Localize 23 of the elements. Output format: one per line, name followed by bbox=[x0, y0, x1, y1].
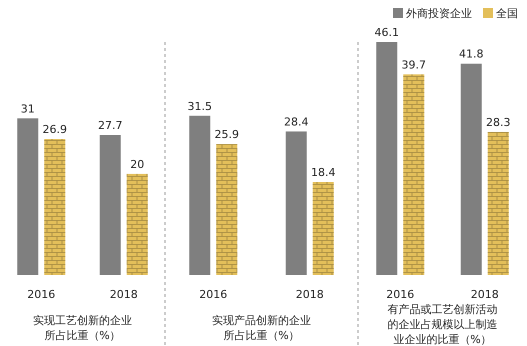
x-tick-label: 2016 bbox=[386, 288, 414, 301]
data-label: 31 bbox=[20, 102, 35, 116]
data-label: 26.9 bbox=[42, 123, 67, 136]
data-label: 31.5 bbox=[188, 100, 212, 113]
x-axis-title: 有产品或工艺创新活动的企业占规模以上制造业企业的比重（%） bbox=[386, 302, 498, 346]
data-label: 39.7 bbox=[402, 58, 426, 72]
x-tick-label: 2016 bbox=[27, 288, 56, 301]
data-label: 20 bbox=[130, 158, 144, 171]
data-label: 27.7 bbox=[98, 119, 122, 132]
data-label: 28.4 bbox=[284, 115, 308, 128]
data-label: 46.1 bbox=[374, 26, 399, 39]
x-tick-label: 2018 bbox=[110, 288, 138, 301]
x-tick-label: 2016 bbox=[199, 288, 228, 301]
x-axis-title: 实现工艺创新的企业所占比重（%） bbox=[32, 313, 133, 343]
legend-label: 外商投资企业 bbox=[406, 7, 472, 20]
x-tick-label: 2018 bbox=[296, 288, 324, 301]
data-label: 25.9 bbox=[214, 128, 239, 142]
data-label: 18.4 bbox=[311, 166, 336, 179]
x-tick-label: 2018 bbox=[470, 288, 499, 301]
data-label: 41.8 bbox=[459, 48, 484, 61]
data-label: 28.3 bbox=[486, 116, 510, 129]
legend-label: 全国 bbox=[496, 7, 518, 20]
x-axis-title: 实现产品创新的企业所占比重（%） bbox=[211, 313, 312, 343]
